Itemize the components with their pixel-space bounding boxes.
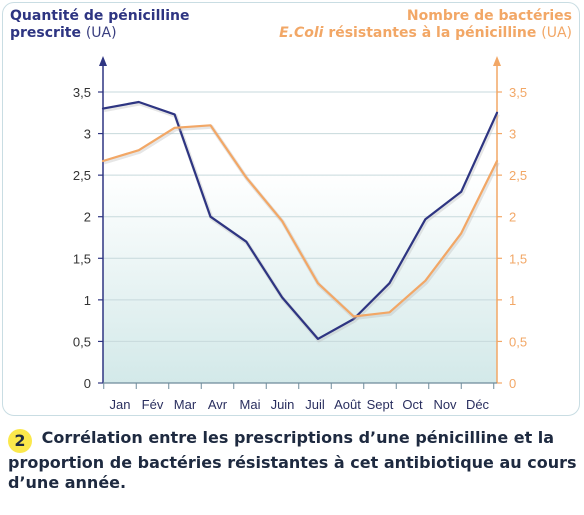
grid xyxy=(103,91,497,342)
right-tick-label: 1,5 xyxy=(509,251,527,266)
series-right-line xyxy=(101,124,499,318)
x-tick-label: Fév xyxy=(142,397,164,412)
left-tick-label: 0 xyxy=(84,376,91,391)
right-axis-label: Nombre de bactéries E.Coli résistantes à… xyxy=(232,8,572,42)
right-axis-unit: (UA) xyxy=(541,25,572,41)
right-tick-label: 3 xyxy=(509,127,516,142)
left-tick-label: 3 xyxy=(84,127,91,142)
left-axis-unit: (UA) xyxy=(85,25,117,41)
x-tick-label: Sept xyxy=(367,397,394,412)
right-axis-label-species: E.Coli xyxy=(279,25,324,41)
right-tick-label: 1 xyxy=(509,293,516,308)
left-axis-label: Quantité de pénicilline prescrite (UA) xyxy=(10,8,260,42)
series xyxy=(101,100,500,343)
x-tick-label: Jan xyxy=(110,397,131,412)
x-tick-label: Avr xyxy=(208,397,228,412)
left-tick-label: 0,5 xyxy=(73,334,91,349)
left-axis-label-line1: Quantité de pénicilline xyxy=(10,8,190,24)
x-tick-label: Juil xyxy=(305,397,325,412)
right-tick-label: 0 xyxy=(509,376,516,391)
left-axis-label-line2: prescrite xyxy=(10,25,81,41)
left-tick-label: 1,5 xyxy=(73,251,91,266)
line-chart: 0 0,5 1 1,5 2 2,5 3 3,5 0 0,5 1 1,5 2 2,5 3 3,5 Jan Fév Ma… xyxy=(73,56,527,412)
left-axis-arrow xyxy=(99,56,107,66)
x-tick-label: Mar xyxy=(174,397,197,412)
x-tick-label: Nov xyxy=(433,397,457,412)
left-tick-label: 3,5 xyxy=(73,85,91,100)
series-left-line xyxy=(101,100,499,340)
left-tick-label: 2 xyxy=(84,210,91,225)
right-axis-label-line1: Nombre de bactéries xyxy=(406,8,572,24)
figure-caption: 2 Corrélation entre les prescriptions d’… xyxy=(8,428,578,493)
left-tick-label: 1 xyxy=(84,293,91,308)
right-tick-label: 0,5 xyxy=(509,334,527,349)
left-tick-label: 2,5 xyxy=(73,168,91,183)
caption-text: Corrélation entre les prescriptions d’un… xyxy=(8,428,577,492)
x-tick-label: Juin xyxy=(271,397,295,412)
right-tick-label: 2,5 xyxy=(509,168,527,183)
right-axis-label-rest: résistantes à la pénicilline xyxy=(323,25,537,41)
x-tick-label: Août xyxy=(334,397,361,412)
x-tick-label: Déc xyxy=(466,397,490,412)
right-tick-label: 3,5 xyxy=(509,85,527,100)
x-tick-label: Mai xyxy=(240,397,261,412)
right-axis-arrow xyxy=(493,56,501,66)
right-tick-label: 2 xyxy=(509,210,516,225)
figure-number-badge: 2 xyxy=(8,429,32,453)
x-tick-label: Oct xyxy=(402,397,423,412)
ticks: 0 0,5 1 1,5 2 2,5 3 3,5 0 0,5 1 1,5 2 2,5 3 3,5 Jan Fév Ma… xyxy=(73,85,527,412)
plot-background xyxy=(103,173,497,383)
